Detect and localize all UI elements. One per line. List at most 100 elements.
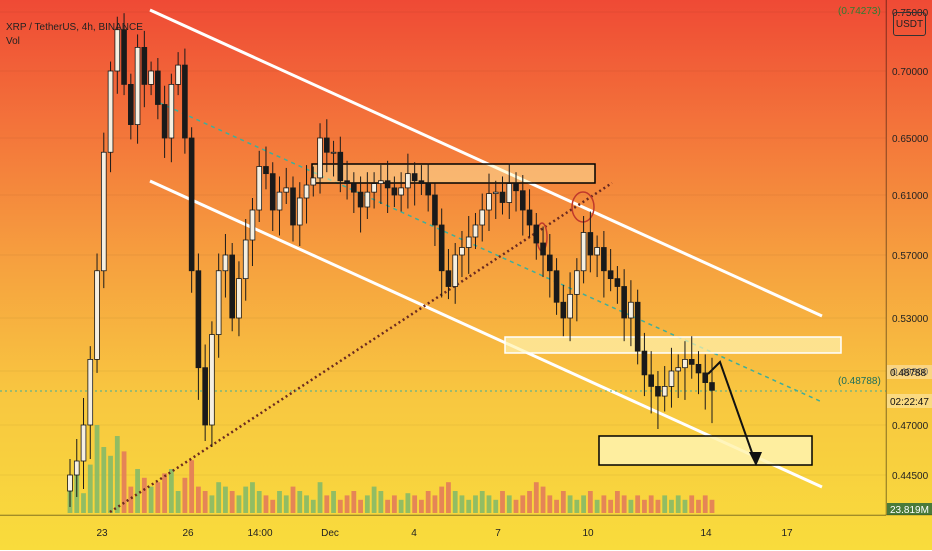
volume-bar: [277, 491, 282, 513]
candle-body: [445, 270, 452, 287]
volume-bar: [263, 495, 269, 513]
volume-bar: [479, 491, 485, 513]
candle-body: [290, 187, 296, 226]
volume-bar: [223, 486, 228, 513]
price-axis[interactable]: [886, 0, 932, 515]
volume-readout-bg: [887, 503, 932, 515]
volume-bar: [506, 495, 512, 513]
volume-indicator-label: Vol: [6, 36, 20, 47]
candle-body: [242, 239, 249, 280]
candle-body: [222, 254, 229, 272]
volume-bar: [114, 436, 120, 513]
volume-bar: [121, 451, 127, 513]
volume-bar: [128, 486, 134, 513]
rejection-circle: [571, 191, 595, 223]
price-tick-label: 0.53000: [892, 314, 929, 325]
volume-bar: [655, 499, 661, 513]
candle-body: [709, 382, 715, 391]
volume-bar: [364, 495, 370, 513]
time-tick-label: 23: [96, 528, 108, 539]
candle-body: [337, 151, 344, 182]
candle-body: [188, 137, 195, 272]
volume-bar: [669, 499, 674, 513]
volume-bar: [216, 482, 222, 513]
countdown-bg: [887, 394, 932, 408]
volume-bar: [594, 499, 600, 513]
candle-body: [236, 278, 242, 319]
volume-bar: [108, 455, 113, 513]
candle-body: [175, 64, 181, 85]
volume-bar: [162, 473, 168, 513]
volume-bar: [81, 493, 86, 513]
projection-arrow-head: [749, 452, 762, 466]
candle-body: [283, 187, 290, 193]
channel-upper-line: [149, 8, 823, 318]
volume-bar: [412, 495, 418, 513]
resistance-zone: [311, 163, 596, 184]
candle-body: [459, 247, 465, 256]
currency-button[interactable]: USDT: [893, 12, 926, 36]
candle-body: [296, 197, 303, 226]
volume-bar: [358, 499, 363, 513]
candle-body: [547, 254, 553, 272]
candle-body: [67, 474, 73, 492]
volume-bar: [371, 486, 377, 513]
volume-bar: [175, 491, 181, 513]
volume-bar: [614, 491, 620, 513]
candle-body: [128, 84, 134, 126]
candle-body: [317, 137, 323, 179]
candle-body: [371, 183, 377, 193]
volume-bar: [540, 486, 546, 513]
volume-bar: [270, 499, 276, 513]
candle-body: [607, 270, 614, 280]
candle-body: [675, 367, 682, 372]
candle-body: [310, 177, 317, 186]
candle-body: [465, 236, 472, 248]
candle-body: [472, 224, 479, 238]
candle-body: [533, 224, 540, 244]
candle-body: [634, 301, 641, 352]
volume-bar: [425, 491, 431, 513]
candle-body: [628, 301, 634, 319]
volume-bar: [682, 499, 688, 513]
candle-body: [655, 386, 661, 397]
volume-bar: [290, 486, 296, 513]
volume-bar: [344, 495, 350, 513]
candle-body: [492, 191, 499, 194]
candle-body: [405, 173, 411, 189]
candle-body: [202, 367, 208, 426]
candle-body: [229, 254, 235, 319]
volume-bar: [662, 495, 668, 513]
candle-body: [215, 270, 222, 335]
candle-body: [256, 166, 263, 211]
volume-bar: [155, 482, 161, 513]
current-price-tag-bg: [887, 365, 932, 379]
candle-body: [141, 47, 148, 85]
candle-body: [378, 180, 384, 184]
volume-bar: [500, 491, 505, 513]
candle-body: [418, 180, 425, 184]
candle-body: [567, 293, 573, 319]
volume-bar: [378, 491, 384, 513]
volume-bar: [574, 499, 580, 513]
candle-body: [161, 104, 168, 139]
volume-bar: [486, 495, 492, 513]
volume-bar: [432, 495, 438, 513]
candle-body: [73, 460, 80, 476]
candle-body: [452, 254, 458, 287]
time-tick-label: 4: [411, 528, 417, 539]
current-price-tag: 0.48788: [890, 368, 927, 379]
time-tick-label: 10: [582, 528, 594, 539]
volume-bar: [324, 495, 330, 513]
support-zone: [504, 336, 842, 354]
time-axis[interactable]: [0, 515, 886, 551]
volume-bar: [567, 495, 573, 513]
volume-bar: [648, 495, 654, 513]
bar-countdown: 02:22:47: [890, 397, 929, 408]
candle-body: [661, 386, 668, 397]
volume-bar: [642, 499, 647, 513]
volume-bar: [696, 499, 701, 513]
candle-body: [513, 183, 519, 192]
volume-bar: [473, 495, 478, 513]
